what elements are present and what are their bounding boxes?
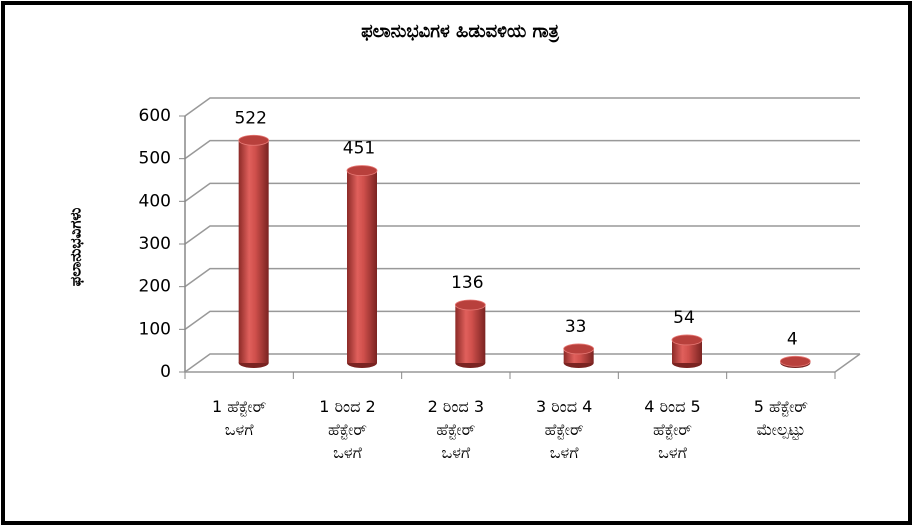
- data-label: 451: [343, 139, 375, 159]
- bar-top: [238, 134, 270, 146]
- y-tick-label: 200: [139, 277, 171, 297]
- data-label: 522: [234, 108, 266, 128]
- grid-line: [184, 225, 860, 245]
- grid-line: [184, 97, 860, 117]
- bar-top: [454, 299, 486, 311]
- y-tick-label: 400: [139, 191, 171, 211]
- chart-title: ಫಲಾನುಭವಿಗಳ ಹಿಡುವಳಿಯ ಗಾತ್ರ: [361, 21, 560, 43]
- x-tick-label: 2 ರಿಂದ 3 ಹೆಕ್ಟೇರ್ ಒಳಗೆ: [427, 397, 485, 462]
- x-tick-label: 4 ರಿಂದ 5 ಹೆಕ್ಟೇರ್ ಒಳಗೆ: [644, 397, 701, 462]
- y-tick-label: 600: [139, 106, 171, 126]
- data-label: 33: [565, 317, 587, 337]
- grid-line: [184, 182, 860, 202]
- x-tick-label: 3 ರಿಂದ 4 ಹೆಕ್ಟೇರ್ ಒಳಗೆ: [535, 397, 593, 462]
- x-tick-label: 1 ಹೆಕ್ಟೇರ್ ಒಳಗೆ: [212, 397, 267, 439]
- x-tick-label: 5 ಹೆಕ್ಟೇರ್ ಮೇಲ್ಪಟ್ಟು: [753, 397, 808, 439]
- grid-line: [184, 353, 860, 373]
- bar-top: [671, 334, 703, 346]
- bar: [347, 170, 377, 363]
- grid-line: [184, 139, 860, 160]
- y-tick-label: 0: [160, 362, 171, 382]
- floor: [185, 353, 861, 373]
- bar-top: [779, 355, 811, 367]
- data-label: 136: [451, 273, 483, 293]
- grid-line: [184, 310, 860, 330]
- y-axis-label: ಫಲಾನುಭವಿಗಳು: [67, 207, 85, 286]
- x-tick-label: 1 ರಿಂದ 2 ಹೆಕ್ಟೇರ್ ಒಳಗೆ: [319, 397, 376, 462]
- grid-line: [184, 267, 860, 288]
- bar: [455, 304, 486, 363]
- bar: [672, 339, 702, 363]
- y-tick-label: 100: [139, 319, 171, 339]
- y-tick-label: 300: [139, 234, 171, 254]
- bar: [238, 140, 269, 363]
- data-label: 54: [673, 308, 695, 328]
- data-label: 4: [787, 329, 798, 349]
- bar-top: [346, 165, 378, 176]
- bar-top: [563, 343, 595, 355]
- y-tick-label: 500: [139, 149, 171, 169]
